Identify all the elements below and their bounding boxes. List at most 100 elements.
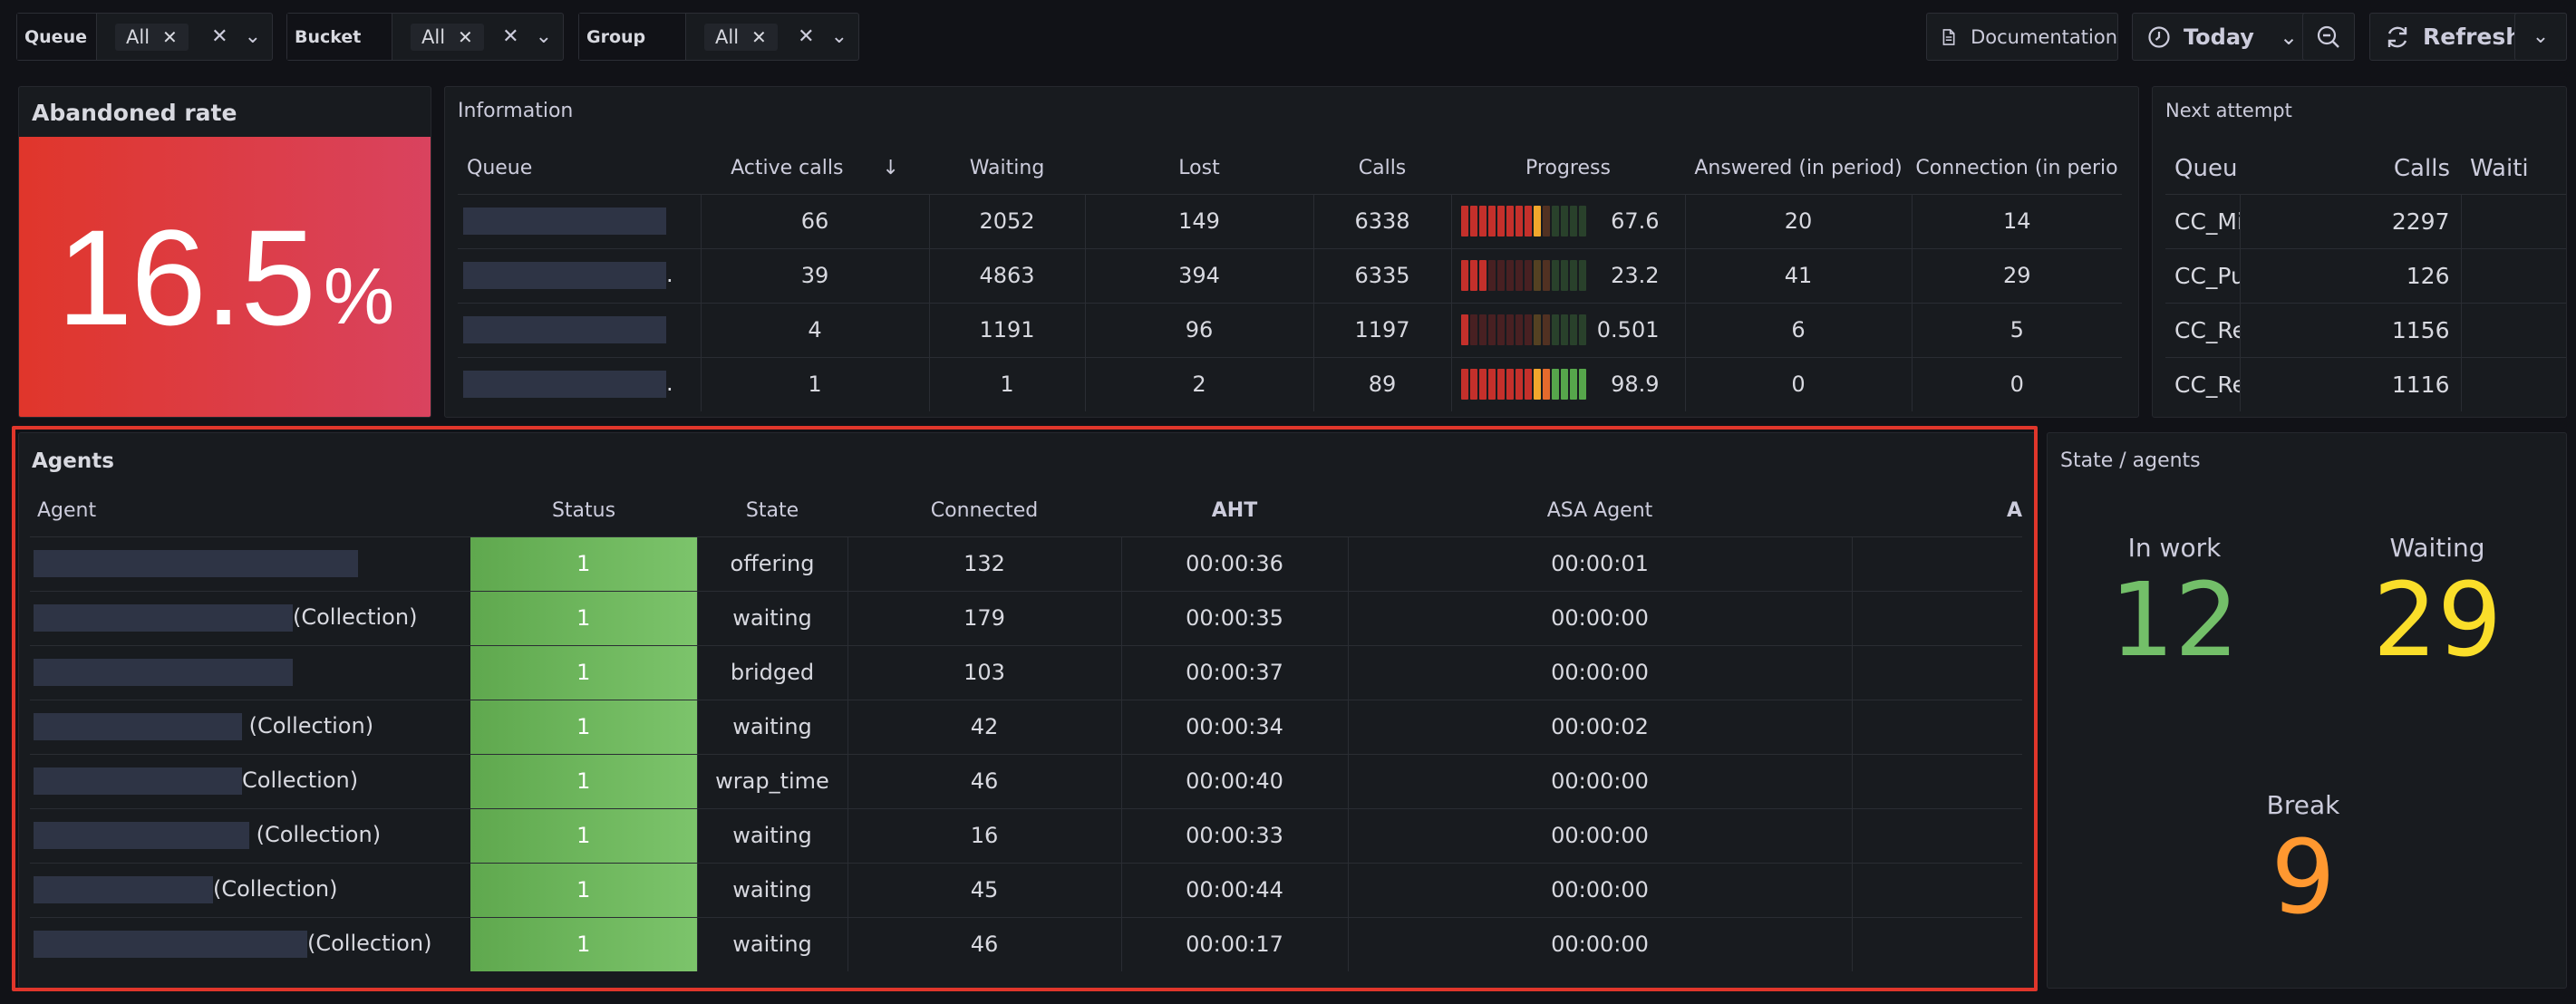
answered-cell: 20 (1684, 193, 1912, 248)
waiting-cell (2460, 247, 2566, 303)
column-header-truncated[interactable]: A (2006, 499, 2022, 523)
column-header-queue[interactable]: Queue (467, 157, 533, 180)
column-header-state[interactable]: State (745, 499, 799, 523)
remove-chip-icon[interactable]: ✕ (162, 25, 178, 48)
waiting-cell: 4863 (928, 247, 1085, 303)
table-row[interactable]: (Collection) 1 waiting 45 00:00:44 00:00… (30, 862, 2022, 917)
panel-title: Next attempt (2165, 100, 2292, 121)
gauge-segment (1478, 260, 1487, 291)
gauge-segment (1560, 369, 1568, 401)
connected-cell: 103 (847, 644, 1121, 700)
gauge-segment (1560, 314, 1568, 345)
abandoned-rate-value: 16.5 (56, 201, 316, 353)
documentation-button[interactable]: Documentation (1926, 13, 2118, 61)
redacted-block (34, 931, 307, 959)
gauge-segment (1533, 314, 1541, 345)
column-header-lost[interactable]: Lost (1178, 157, 1220, 180)
documentation-label: Documentation (1971, 25, 2117, 48)
asa-agent-cell: 00:00:00 (1347, 862, 1852, 917)
waiting-cell: 1 (928, 356, 1085, 411)
status-cell: 1 (470, 807, 697, 863)
refresh-interval-button[interactable]: ⌄ (2514, 13, 2567, 61)
truncated-cell (1851, 699, 2022, 754)
group-variable-chip[interactable]: All ✕ (704, 23, 778, 51)
clock-icon (2148, 25, 2170, 48)
status-cell: 1 (470, 644, 697, 700)
table-row[interactable]: Collection) 1 wrap_time 46 00:00:40 00:0… (30, 753, 2022, 808)
gauge-segment (1478, 206, 1487, 237)
active-calls-cell: 66 (700, 193, 929, 248)
agent-cell: (Collection) (30, 699, 470, 754)
column-header-queue[interactable]: Queu (2174, 154, 2238, 182)
redacted-block (34, 659, 293, 686)
connection-cell: 0 (1911, 356, 2122, 411)
progress-value: 23.2 (1611, 263, 1660, 288)
column-header-answered[interactable]: Answered (in period) (1694, 157, 1903, 180)
column-header-connected[interactable]: Connected (930, 499, 1039, 523)
column-header-calls[interactable]: Calls (1358, 157, 1407, 180)
column-header-connection[interactable]: Connection (in perio (1915, 157, 2118, 180)
active-calls-cell: 4 (700, 302, 929, 357)
table-row[interactable]: (Collection) 1 waiting 179 00:00:35 00:0… (30, 590, 2022, 645)
chevron-down-icon[interactable]: ⌄ (830, 25, 847, 48)
column-header-aht[interactable]: AHT (1211, 499, 1258, 523)
gauge-segment (1506, 206, 1514, 237)
next-attempt-panel: Next attempt Queu Calls Waiti CC_Mis 229… (2152, 86, 2567, 418)
column-header-calls[interactable]: Calls (2393, 154, 2450, 182)
aht-cell: 00:00:40 (1120, 753, 1348, 808)
gauge-segment (1515, 260, 1523, 291)
progress-cell: 67.6 (1450, 193, 1685, 248)
queue-variable[interactable]: Queue All ✕ ✕ ⌄ (16, 13, 273, 61)
table-row[interactable]: 1 bridged 103 00:00:37 00:00:00 (30, 644, 2022, 700)
gauge-segment (1569, 206, 1577, 237)
clear-icon[interactable]: ✕ (798, 25, 815, 48)
state-cell: offering (696, 536, 847, 591)
agent-cell: (Collection) (30, 807, 470, 863)
waiting-label: Waiting (2389, 533, 2485, 563)
gauge-segment (1551, 260, 1559, 291)
queue-cell: . (458, 247, 701, 303)
chevron-down-icon[interactable]: ⌄ (244, 25, 261, 48)
state-cell: waiting (696, 699, 847, 754)
calls-cell: 6338 (1312, 193, 1451, 248)
column-header-waiting[interactable]: Waiti (2470, 154, 2529, 182)
gauge-segment (1460, 314, 1468, 345)
redacted-block (463, 262, 666, 289)
table-row[interactable]: 1 offering 132 00:00:36 00:00:01 (30, 536, 2022, 591)
clear-icon[interactable]: ✕ (502, 25, 519, 48)
remove-chip-icon[interactable]: ✕ (458, 25, 473, 48)
column-header-agent[interactable]: Agent (37, 499, 97, 523)
table-row[interactable]: (Collection) 1 waiting 42 00:00:34 00:00… (30, 699, 2022, 754)
gauge-segment (1506, 314, 1514, 345)
panel-title: Agents (32, 449, 114, 473)
gauge-segment (1578, 314, 1586, 345)
calls-cell: 89 (1312, 356, 1451, 411)
column-header-waiting[interactable]: Waiting (969, 157, 1045, 180)
bucket-variable-chip[interactable]: All ✕ (411, 23, 484, 51)
table-row: 4 1191 96 1197 0.501 6 5 (458, 302, 2122, 357)
gauge-segment (1460, 369, 1468, 401)
remove-chip-icon[interactable]: ✕ (751, 25, 767, 48)
gauge-segment (1569, 260, 1577, 291)
column-header-active-calls[interactable]: Active calls ↓ (731, 157, 899, 180)
gauge-segment (1478, 314, 1487, 345)
column-header-status[interactable]: Status (551, 499, 616, 523)
bucket-variable-value: All (421, 25, 446, 48)
asa-agent-cell: 00:00:00 (1347, 916, 1852, 971)
column-header-asa-agent[interactable]: ASA Agent (1546, 499, 1653, 523)
zoom-out-button[interactable] (2302, 13, 2355, 61)
clear-icon[interactable]: ✕ (211, 25, 228, 48)
table-row: . 1 1 2 89 98.9 0 0 (458, 356, 2122, 411)
progress-value: 98.9 (1611, 372, 1660, 398)
active-calls-cell: 39 (700, 247, 929, 303)
bucket-variable[interactable]: Bucket All ✕ ✕ ⌄ (286, 13, 564, 61)
chevron-down-icon[interactable]: ⌄ (535, 25, 552, 48)
column-header-progress[interactable]: Progress (1525, 157, 1611, 180)
gauge-segment (1496, 314, 1505, 345)
redacted-block (463, 208, 666, 235)
table-row[interactable]: (Collection) 1 waiting 16 00:00:33 00:00… (30, 807, 2022, 863)
table-row[interactable]: (Collection) 1 waiting 46 00:00:17 00:00… (30, 916, 2022, 971)
gauge-segment (1569, 314, 1577, 345)
group-variable[interactable]: Group All ✕ ✕ ⌄ (578, 13, 859, 61)
queue-variable-chip[interactable]: All ✕ (115, 23, 189, 51)
